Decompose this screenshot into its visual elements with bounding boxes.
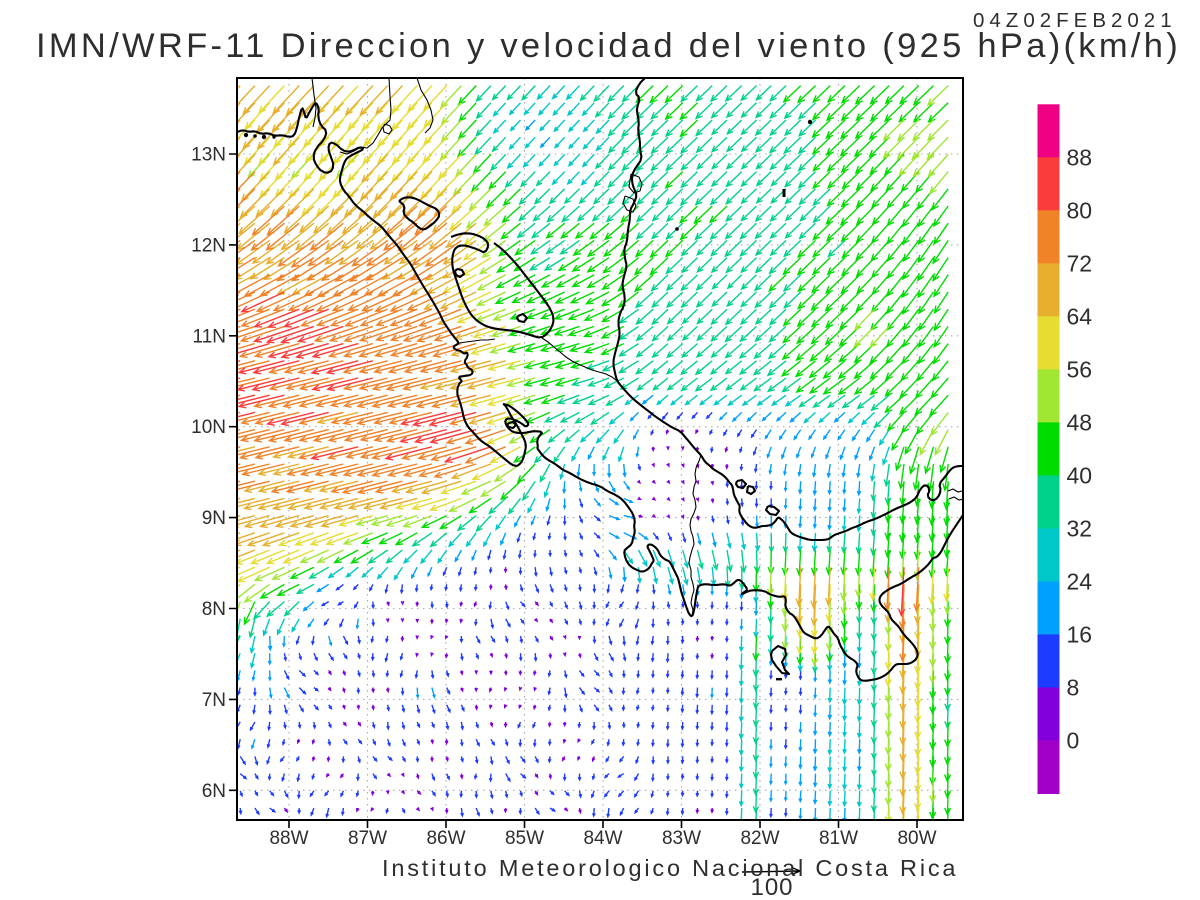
- svg-text:88: 88: [1067, 144, 1093, 170]
- svg-text:32: 32: [1067, 515, 1093, 541]
- svg-text:Instituto Meteorologico Nacion: Instituto Meteorologico Nacional Costa R…: [382, 855, 958, 881]
- svg-text:56: 56: [1067, 356, 1093, 382]
- svg-text:84W: 84W: [583, 828, 622, 849]
- svg-text:80W: 80W: [897, 828, 936, 849]
- svg-text:IMN/WRF-11 Direccion y velocid: IMN/WRF-11 Direccion y velocidad del vie…: [36, 27, 1181, 65]
- svg-text:87W: 87W: [348, 828, 387, 849]
- svg-text:86W: 86W: [426, 828, 465, 849]
- svg-text:6N: 6N: [202, 781, 226, 802]
- svg-text:10N: 10N: [191, 417, 226, 438]
- svg-text:83W: 83W: [662, 828, 701, 849]
- svg-text:81W: 81W: [819, 828, 858, 849]
- svg-text:72: 72: [1067, 250, 1093, 276]
- svg-text:7N: 7N: [202, 690, 226, 711]
- svg-text:04Z02FEB2021: 04Z02FEB2021: [973, 9, 1177, 32]
- svg-text:100: 100: [750, 874, 793, 900]
- svg-text:11N: 11N: [193, 326, 226, 347]
- svg-text:80: 80: [1067, 197, 1093, 223]
- svg-text:8: 8: [1067, 674, 1080, 700]
- svg-text:12N: 12N: [191, 235, 226, 256]
- svg-text:64: 64: [1067, 303, 1093, 329]
- svg-text:24: 24: [1067, 568, 1093, 594]
- svg-text:82W: 82W: [740, 828, 779, 849]
- svg-text:40: 40: [1067, 462, 1093, 488]
- svg-text:8N: 8N: [202, 599, 226, 620]
- svg-text:85W: 85W: [505, 828, 544, 849]
- svg-text:13N: 13N: [191, 145, 226, 166]
- svg-text:0: 0: [1067, 727, 1080, 753]
- svg-text:48: 48: [1067, 409, 1093, 435]
- svg-text:16: 16: [1067, 621, 1093, 647]
- svg-text:9N: 9N: [202, 508, 226, 529]
- svg-text:88W: 88W: [269, 828, 308, 849]
